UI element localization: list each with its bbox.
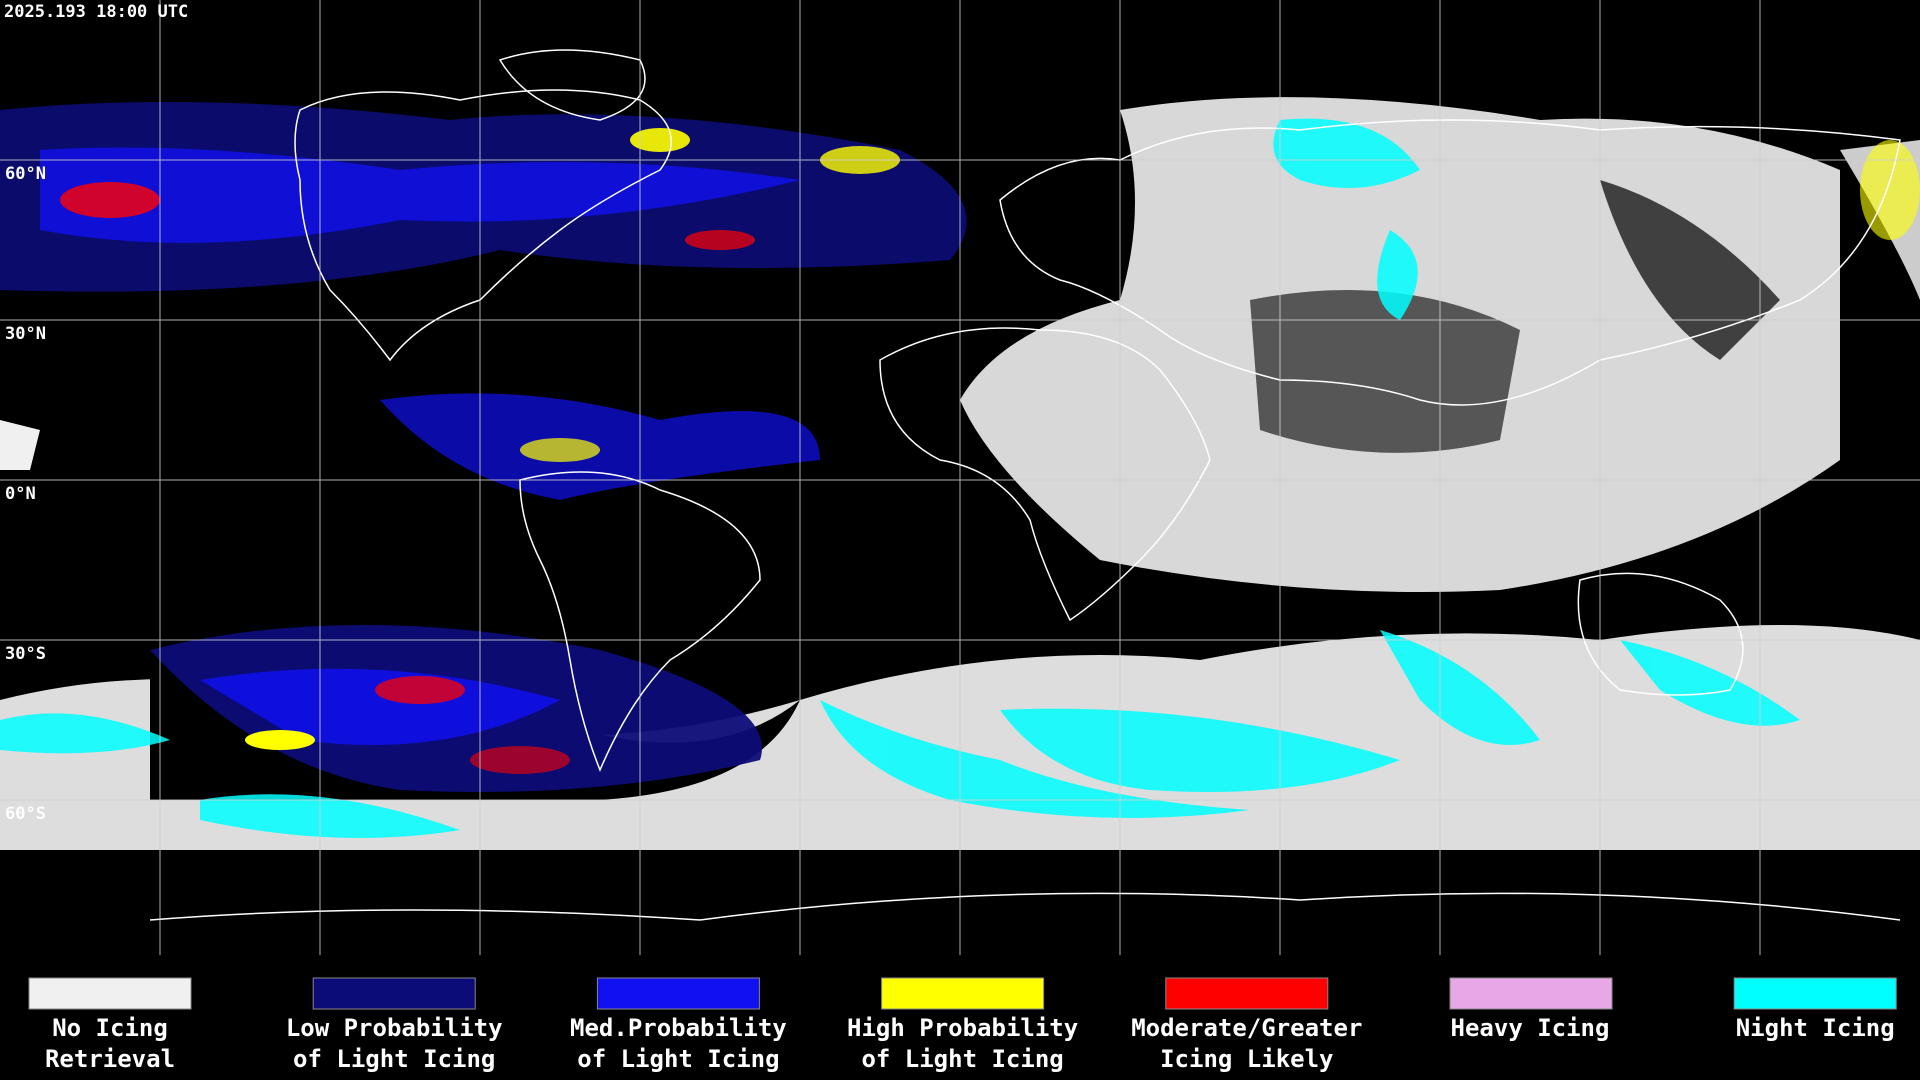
legend: No Icing Retrieval Low Probability of Light… [28, 977, 1897, 1073]
legend-swatch [312, 977, 476, 1010]
legend-label: Heavy Icing [1451, 1014, 1610, 1042]
legend-swatch [28, 977, 192, 1010]
legend-swatch [596, 977, 760, 1010]
latitude-label: 30°S [5, 644, 46, 664]
latitude-label: 0°N [5, 484, 36, 504]
legend-swatch [1165, 977, 1329, 1010]
legend-swatch [1449, 977, 1613, 1010]
legend-label: Low Probability [286, 1014, 503, 1042]
legend-label: Retrieval [45, 1045, 175, 1073]
latitude-label: 60°S [5, 804, 46, 824]
timestamp: 2025.193 18:00 UTC [4, 2, 188, 22]
latitude-label: 60°N [5, 164, 46, 184]
legend-label: of Light Icing [577, 1045, 779, 1073]
latitude-label: 30°N [5, 324, 46, 344]
legend-label: Night Icing [1736, 1014, 1895, 1042]
legend-label: of Light Icing [293, 1045, 495, 1073]
legend-label: of Light Icing [861, 1045, 1063, 1073]
legend-label: High Probability [847, 1014, 1078, 1042]
legend-label: Med.Probability [570, 1014, 787, 1042]
legend-swatch [1733, 977, 1897, 1010]
legend-label: Moderate/Greater [1131, 1014, 1362, 1042]
legend-label: Icing Likely [1160, 1045, 1333, 1073]
latitude-labels: 60°N 30°N 0°N 30°S 60°S [5, 164, 46, 824]
night-icing-field [0, 118, 1800, 838]
legend-swatch [881, 977, 1045, 1010]
legend-label: No Icing [52, 1014, 168, 1042]
graticule [0, 0, 1920, 955]
